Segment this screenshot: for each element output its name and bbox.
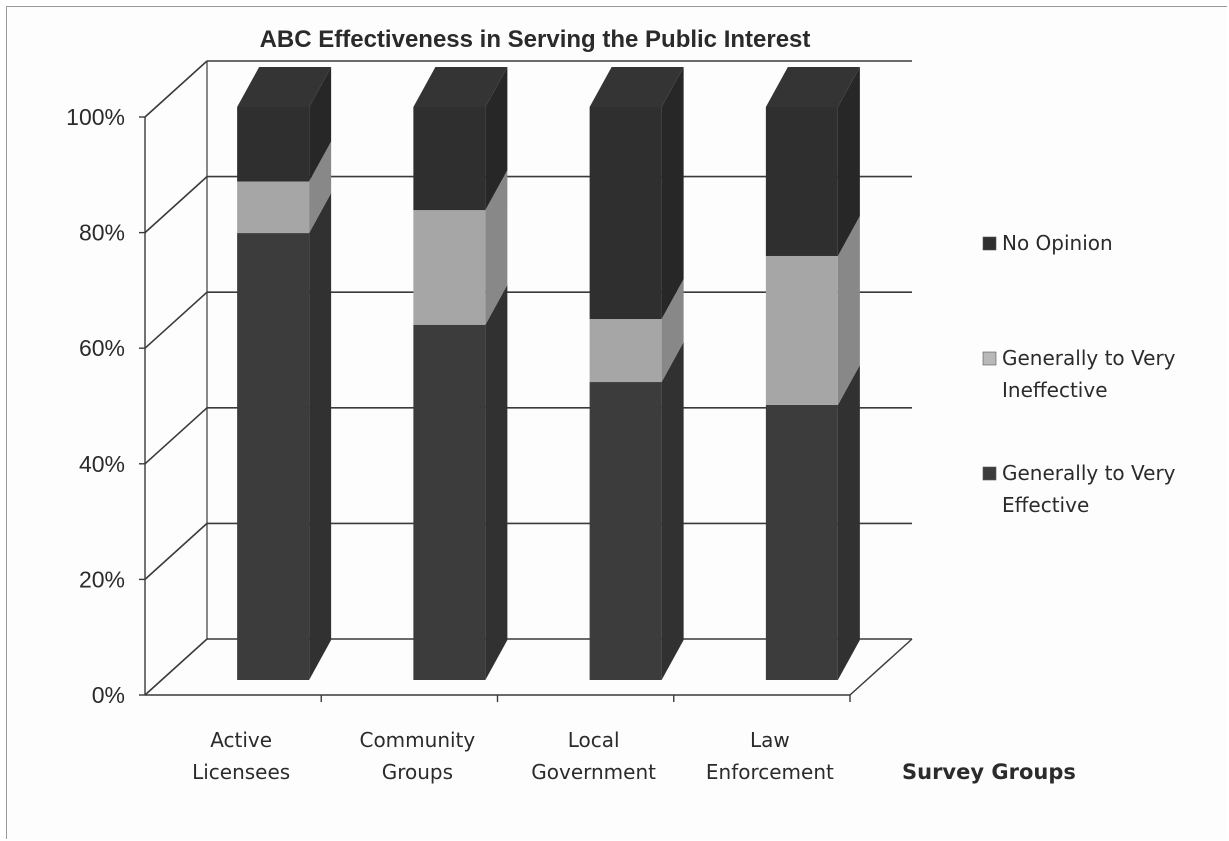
bar-side — [661, 279, 684, 383]
axes — [139, 61, 913, 702]
bar-front — [237, 107, 310, 182]
bars — [237, 67, 860, 680]
bar-side — [837, 67, 860, 256]
x-tick-label: Enforcement — [706, 760, 834, 784]
y-tick-label: 100% — [66, 104, 125, 130]
bar-side — [485, 284, 508, 680]
bar-front — [589, 382, 662, 680]
x-tick-label: Active — [210, 728, 272, 752]
bar-side — [309, 141, 332, 234]
bar-front — [413, 107, 486, 211]
labels: ABC Effectiveness in Serving the Public … — [66, 26, 1076, 784]
bar-top — [237, 67, 332, 107]
bar-front — [237, 181, 310, 234]
y-tick-label: 60% — [79, 335, 125, 361]
bar-front — [413, 210, 486, 325]
legend: No Opinion Generally to Very Ineffective Ge… — [982, 231, 1176, 517]
x-tick-label: Groups — [382, 760, 453, 784]
bar-front — [765, 404, 838, 680]
x-tick-label: Licensees — [192, 760, 290, 784]
gridline-depth — [144, 638, 208, 696]
legend-label: Ineffective — [1002, 378, 1108, 402]
x-tick-label: Community — [359, 728, 475, 752]
bar-front — [237, 233, 310, 680]
y-tick-label: 80% — [79, 220, 125, 246]
bar-side — [309, 67, 332, 182]
bar-front — [765, 107, 838, 256]
x-tick-label: Local — [568, 728, 620, 752]
legend-label: Generally to Very — [1002, 461, 1176, 485]
bar-side — [485, 170, 508, 325]
y-tick-label: 0% — [92, 682, 125, 708]
bar-front — [589, 319, 662, 383]
chart-title: ABC Effectiveness in Serving the Public … — [260, 26, 811, 53]
legend-swatch — [982, 466, 997, 481]
x-axis-label: Survey Groups — [902, 760, 1076, 784]
bar-side — [309, 193, 332, 680]
legend-swatch — [982, 351, 997, 366]
gridline-depth — [144, 60, 208, 118]
legend-label: Generally to Very — [1002, 346, 1176, 370]
x-tick-label: Law — [750, 728, 790, 752]
bar-side — [661, 67, 684, 320]
bar-front — [765, 255, 838, 405]
gridline-depth — [144, 522, 208, 580]
x-tick-label: Government — [531, 760, 656, 784]
y-tick-label: 40% — [79, 451, 125, 477]
bar-front — [413, 324, 486, 680]
legend-swatch — [982, 236, 997, 251]
bar-top — [589, 67, 684, 107]
bar-side — [661, 342, 684, 680]
gridline-depth — [144, 291, 208, 349]
y-tick-label: 20% — [79, 566, 125, 592]
legend-label: Effective — [1002, 493, 1089, 517]
gridline-depth — [144, 176, 208, 234]
bar-side — [485, 67, 508, 211]
bar-front — [589, 107, 662, 320]
bar-side — [837, 215, 860, 405]
bar-top — [765, 67, 860, 107]
gridline-depth — [144, 407, 208, 465]
bar-top — [413, 67, 508, 107]
legend-label: No Opinion — [1002, 231, 1113, 255]
bar-side — [837, 364, 860, 680]
floor-right-edge — [849, 638, 913, 696]
